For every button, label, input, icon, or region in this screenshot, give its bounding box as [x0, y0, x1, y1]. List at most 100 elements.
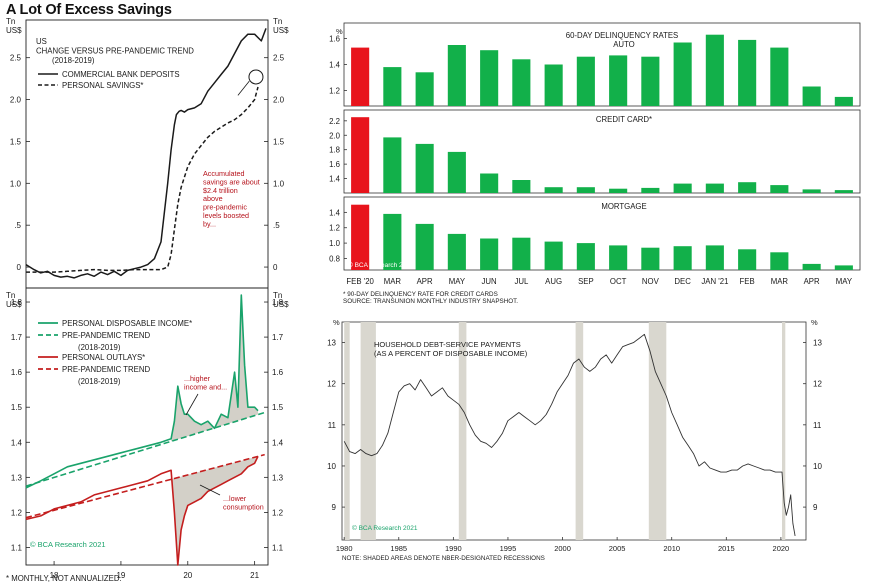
delinquency-panel-frame	[343, 196, 861, 271]
income-ytick-label-right: 1.3	[272, 473, 284, 482]
delinquency-bar	[415, 143, 434, 193]
delinquency-bar	[834, 96, 853, 106]
debt-xtick-label: 1980	[336, 544, 353, 553]
savings-ytick-label-left: 2.0	[10, 96, 22, 105]
income-legend-label: PERSONAL DISPOSABLE INCOME*	[62, 319, 192, 328]
income-unit-right-2: US$	[273, 300, 289, 309]
debt-ytick-label-right: 10	[813, 462, 822, 471]
outlays-annotation-line: consumption	[223, 503, 264, 512]
savings-ytick-label-left: 1.0	[10, 179, 22, 188]
delinquency-bar	[834, 265, 853, 270]
delinquency-bar	[641, 56, 660, 106]
delinquency-bar	[351, 117, 370, 193]
delinquency-bar	[641, 247, 660, 270]
delinquency-bar	[576, 187, 595, 193]
income-ytick-label-left: 1.7	[11, 333, 23, 342]
delinquency-unit: %	[336, 27, 343, 36]
income-ytick-label-right: 1.6	[272, 368, 284, 377]
callout-leader	[237, 80, 250, 96]
income-gap-fill	[171, 295, 258, 442]
delinquency-note: * 90-DAY DELINQUENCY RATE FOR CREDIT CAR…	[343, 291, 498, 298]
savings-unit-right-2: US$	[273, 26, 289, 35]
delinquency-bar	[512, 237, 531, 270]
delinquency-xtick-label: FEB '20	[346, 277, 374, 286]
delinquency-xtick-label: AUG	[545, 277, 562, 286]
delinquency-bar	[738, 249, 757, 270]
debt-ytick-label-right: 11	[813, 421, 822, 430]
savings-ytick-label-left: 2.5	[10, 54, 22, 63]
delinquency-bar	[802, 263, 821, 270]
delinquency-bar	[770, 252, 789, 270]
delinquency-ytick-label: 1.2	[329, 224, 340, 233]
delinquency-ytick-label: 1.6	[329, 35, 340, 44]
savings-header-line: US	[36, 37, 47, 46]
delinquency-panel-name: CREDIT CARD*	[596, 115, 652, 124]
income-unit-left-2: US$	[6, 300, 22, 309]
delinquency-panel-frame	[343, 109, 861, 194]
delinquency-xtick-label: JUL	[514, 277, 529, 286]
delinquency-panel-name: MORTGAGE	[601, 202, 646, 211]
delinquency-title: 60-DAY DELINQUENCY RATES	[566, 31, 679, 40]
recession-band	[648, 322, 667, 540]
delinquency-bar	[802, 86, 821, 106]
income-ytick-label-right: 1.1	[272, 543, 284, 552]
debt-ytick-label-right: 13	[813, 339, 822, 348]
delinquency-bar	[802, 189, 821, 193]
income-ytick-label-left: 1.2	[11, 508, 23, 517]
debt-title: HOUSEHOLD DEBT-SERVICE PAYMENTS	[374, 340, 521, 349]
delinquency-xtick-label: MAY	[449, 277, 466, 286]
delinquency-xtick-label: DEC	[674, 277, 691, 286]
delinquency-bar	[447, 45, 466, 106]
outlays-trend-line	[25, 453, 265, 519]
page-title: A Lot Of Excess Savings	[6, 2, 172, 18]
income-ytick-label-left: 1.3	[11, 473, 23, 482]
delinquency-ytick-label: 1.0	[329, 239, 341, 248]
delinquency-xtick-label: OCT	[610, 277, 627, 286]
delinquency-bar	[641, 187, 660, 193]
income-legend-label: (2018-2019)	[78, 343, 121, 352]
savings-ytick-label-right: 1.5	[273, 137, 285, 146]
delinquency-source: SOURCE: TRANSUNION MONTHLY INDUSTRY SNAP…	[343, 298, 518, 305]
debt-xtick-label: 1990	[445, 544, 462, 553]
delinquency-xtick-label: JUN	[482, 277, 497, 286]
income-ytick-label-left: 1.4	[11, 438, 23, 447]
delinquency-bar	[512, 59, 531, 106]
delinquency-bar	[738, 39, 757, 106]
legend-savings-label: PERSONAL SAVINGS*	[62, 81, 143, 90]
debt-xtick-label: 2000	[554, 544, 571, 553]
savings-ytick-label-right: 0	[273, 263, 278, 272]
delinquency-bar	[480, 238, 499, 270]
delinquency-bar	[609, 188, 628, 193]
savings-unit-right-1: Tn	[273, 17, 282, 26]
delinquency-ytick-label: 1.6	[329, 160, 340, 169]
outlays-line	[25, 455, 259, 566]
income-ytick-label-right: 1.8	[272, 298, 284, 307]
income-ytick-label-left: 1.1	[11, 543, 23, 552]
delinquency-bar	[673, 246, 692, 270]
delinquency-xtick-label: NOV	[642, 277, 660, 286]
debt-xtick-label: 1985	[390, 544, 407, 553]
delinquency-bar	[415, 72, 434, 106]
income-legend-label: PERSONAL OUTLAYS*	[62, 353, 145, 362]
income-xtick-label: 18	[50, 571, 59, 580]
savings-annotation-line: pre-pandemic	[203, 203, 247, 212]
savings-ytick-label-right: 1.0	[273, 179, 285, 188]
income-annotation-line: income and...	[184, 383, 227, 392]
left-panel-frame	[25, 19, 269, 566]
income-legend-label: PRE-PANDEMIC TREND	[62, 331, 150, 340]
delinquency-copyright: © BCA Research 2021	[348, 261, 414, 269]
outlays-annotation-line: ...lower	[223, 494, 247, 503]
delinquency-bar	[480, 50, 499, 106]
debt-xtick-label: 2010	[663, 544, 680, 553]
delinquency-bar	[351, 47, 370, 106]
debt-xtick-label: 1995	[500, 544, 517, 553]
delinquency-bar	[705, 245, 724, 270]
savings-ytick-label-right: 2.0	[273, 96, 285, 105]
debt-note: NOTE: SHADED AREAS DENOTE NBER-DESIGNATE…	[342, 555, 545, 562]
savings-ytick-label-right: .5	[273, 221, 280, 230]
delinquency-bar	[447, 151, 466, 193]
delinquency-bar	[609, 245, 628, 270]
delinquency-xtick-label: SEP	[578, 277, 594, 286]
recession-band	[458, 322, 467, 540]
